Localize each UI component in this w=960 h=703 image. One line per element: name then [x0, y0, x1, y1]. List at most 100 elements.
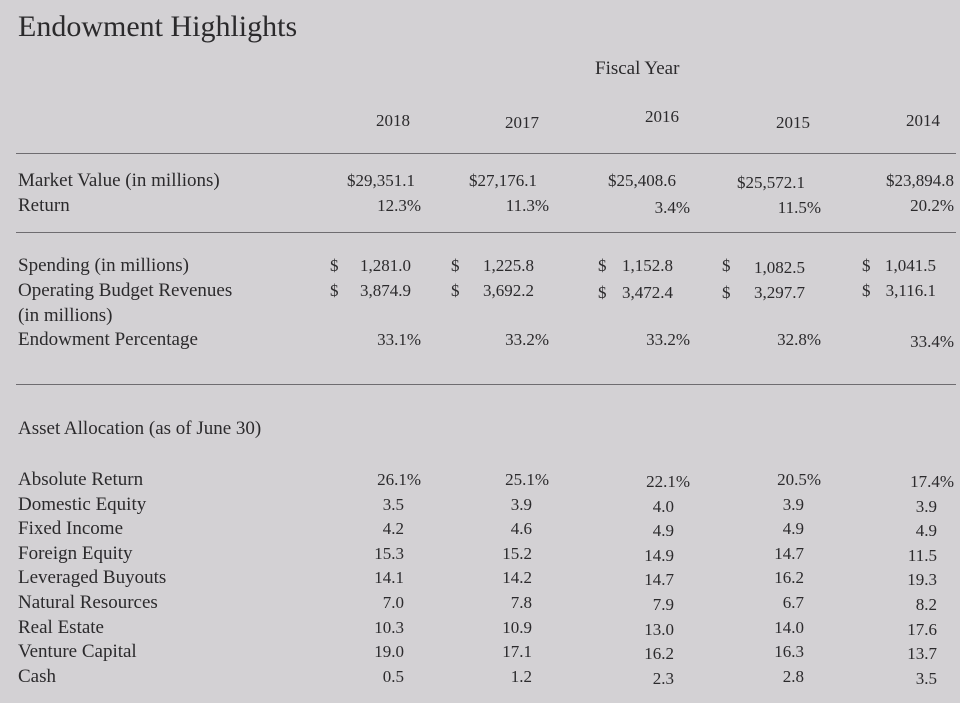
allocation-cell: 14.7	[644, 570, 674, 589]
allocation-cell: 13.7	[907, 644, 937, 663]
spending-cell: 1,041.5	[885, 256, 936, 275]
endowment-percentage-label: Endowment Percentage	[18, 329, 198, 350]
allocation-cell: 25.1%	[505, 470, 549, 489]
allocation-cell: 7.0	[382, 593, 404, 612]
allocation-cell: 2.3	[652, 669, 674, 688]
operating-budget-label-unit: (in millions)	[18, 305, 113, 326]
currency-symbol: $	[722, 256, 731, 275]
endowment-percentage-cell: 33.2%	[505, 330, 549, 349]
currency-symbol: $	[451, 256, 460, 275]
asset-allocation-heading: Asset Allocation (as of June 30)	[18, 418, 262, 439]
allocation-cell: 4.6	[510, 519, 532, 538]
allocation-cell: 7.9	[652, 595, 674, 614]
operating-budget-cell: 3,116.1	[885, 281, 936, 300]
allocation-row-label: Fixed Income	[18, 518, 124, 539]
currency-symbol: $	[451, 281, 460, 300]
spending-cell: 1,225.8	[483, 256, 534, 275]
allocation-cell: 22.1%	[646, 472, 690, 491]
currency-symbol: $	[862, 281, 871, 300]
spending-cell: 1,082.5	[754, 258, 805, 277]
allocation-cell: 15.2	[502, 544, 532, 563]
allocation-cell: 3.5	[915, 669, 937, 688]
allocation-row-label: Domestic Equity	[18, 494, 147, 515]
allocation-row-label: Cash	[18, 666, 56, 687]
year-header: 2016	[645, 107, 679, 126]
market-value-cell: $27,176.1	[469, 171, 537, 190]
allocation-cell: 14.9	[644, 546, 674, 565]
currency-symbol: $	[598, 283, 607, 302]
allocation-row-label: Absolute Return	[18, 469, 144, 490]
allocation-cell: 10.3	[374, 618, 404, 637]
allocation-cell: 17.6	[907, 620, 937, 639]
currency-symbol: $	[330, 281, 339, 300]
endowment-percentage-cell: 33.2%	[646, 330, 690, 349]
allocation-cell: 11.5	[907, 546, 937, 565]
allocation-cell: 8.2	[915, 595, 937, 614]
allocation-cell: 16.2	[644, 644, 674, 663]
allocation-cell: 10.9	[502, 618, 532, 637]
allocation-cell: 3.9	[782, 495, 804, 514]
allocation-cell: 4.9	[652, 521, 674, 540]
allocation-row-label: Leveraged Buyouts	[18, 567, 167, 588]
allocation-cell: 6.7	[782, 593, 804, 612]
allocation-row-label: Venture Capital	[18, 641, 137, 662]
allocation-cell: 7.8	[510, 593, 532, 612]
year-header: 2014	[906, 111, 940, 130]
market-value-cell: $29,351.1	[347, 171, 415, 190]
currency-symbol: $	[862, 256, 871, 275]
allocation-cell: 14.0	[774, 618, 804, 637]
allocation-cell: 0.5	[382, 667, 404, 686]
operating-budget-cell: 3,297.7	[754, 283, 805, 302]
allocation-cell: 16.2	[774, 568, 804, 587]
allocation-cell: 13.0	[644, 620, 674, 639]
return-cell: 12.3%	[377, 196, 421, 215]
return-cell: 11.5%	[777, 198, 821, 217]
spending-label: Spending (in millions)	[18, 255, 189, 276]
currency-symbol: $	[598, 256, 607, 275]
allocation-cell: 20.5%	[777, 470, 821, 489]
endowment-percentage-cell: 33.1%	[377, 330, 421, 349]
allocation-cell: 2.8	[782, 667, 804, 686]
divider	[16, 153, 956, 154]
return-cell: 11.3%	[505, 196, 549, 215]
market-value-label: Market Value (in millions)	[18, 170, 220, 191]
year-header: 2015	[776, 113, 810, 132]
endowment-percentage-cell: 32.8%	[777, 330, 821, 349]
allocation-cell: 15.3	[374, 544, 404, 563]
allocation-cell: 3.5	[382, 495, 404, 514]
allocation-cell: 4.2	[382, 519, 404, 538]
divider	[16, 232, 956, 233]
return-cell: 20.2%	[910, 196, 954, 215]
year-header: 2018	[376, 111, 410, 130]
allocation-cell: 17.4%	[910, 472, 954, 491]
return-label: Return	[18, 195, 70, 216]
market-value-cell: $23,894.8	[886, 171, 954, 190]
spending-cell: 1,152.8	[622, 256, 673, 275]
market-value-cell: $25,408.6	[608, 171, 676, 190]
allocation-row-label: Natural Resources	[18, 592, 158, 613]
allocation-cell: 1.2	[510, 667, 532, 686]
allocation-cell: 4.0	[652, 497, 674, 516]
allocation-cell: 16.3	[774, 642, 804, 661]
currency-symbol: $	[722, 283, 731, 302]
operating-budget-cell: 3,692.2	[483, 281, 534, 300]
allocation-cell: 4.9	[915, 521, 937, 540]
divider	[16, 384, 956, 385]
allocation-cell: 14.7	[774, 544, 804, 563]
market-value-cell: $25,572.1	[737, 173, 805, 192]
page-title: Endowment Highlights	[18, 10, 298, 43]
allocation-cell: 26.1%	[377, 470, 421, 489]
allocation-cell: 4.9	[782, 519, 804, 538]
allocation-cell: 17.1	[502, 642, 532, 661]
allocation-row-label: Real Estate	[18, 617, 104, 638]
year-header: 2017	[505, 113, 539, 132]
allocation-cell: 19.0	[374, 642, 404, 661]
operating-budget-label: Operating Budget Revenues	[18, 280, 233, 301]
allocation-cell: 3.9	[510, 495, 532, 514]
return-cell: 3.4%	[654, 198, 690, 217]
operating-budget-cell: 3,472.4	[622, 283, 673, 302]
fiscal-year-label: Fiscal Year	[595, 58, 680, 79]
currency-symbol: $	[330, 256, 339, 275]
allocation-cell: 14.2	[502, 568, 532, 587]
allocation-row-label: Foreign Equity	[18, 543, 133, 564]
